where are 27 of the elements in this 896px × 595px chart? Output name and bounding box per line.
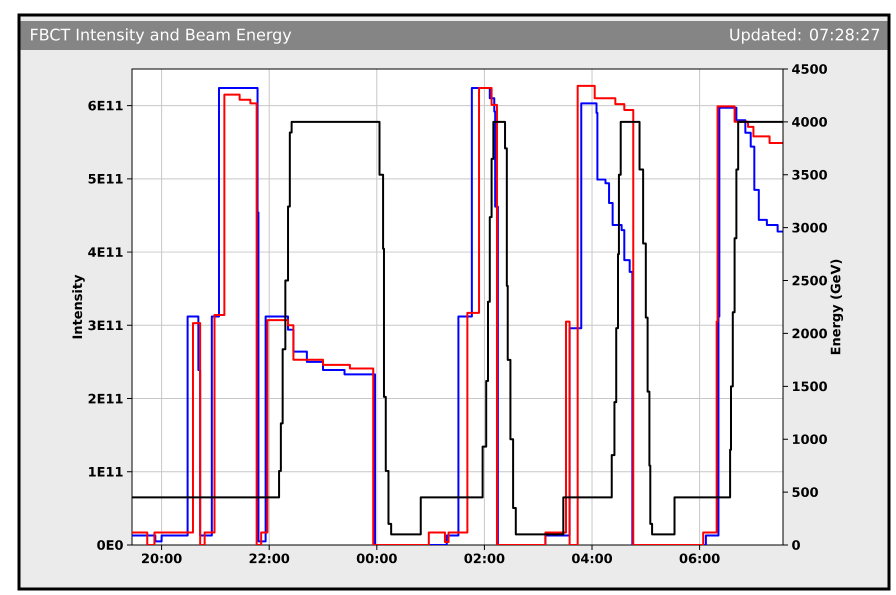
y2-tick-label: 3000	[792, 222, 827, 233]
y-tick-label: 4E11	[88, 247, 123, 257]
y-tick-label: 1E11	[89, 467, 123, 476]
y2-tick-label: 0	[792, 540, 800, 550]
y-tick-label: 0E0	[97, 540, 123, 550]
x-tick-label: 06:00	[680, 554, 720, 564]
x-tick-label: 02:00	[464, 554, 504, 564]
y-tick-label: 3E11	[88, 320, 123, 330]
y-tick-label: 2E11	[88, 394, 123, 404]
x-tick-label: 00:00	[356, 554, 397, 564]
y2-tick-label: 1500	[793, 381, 827, 392]
text: Updated: 07:28:27	[730, 28, 880, 44]
y2-tick-label: 1000	[793, 434, 827, 444]
y-tick-label: 5E11	[88, 174, 123, 184]
y2-tick-label: 500	[792, 487, 818, 497]
chart-title: FBCT Intensity and Beam Energy	[31, 28, 292, 44]
y2-tick-label: 2500	[792, 276, 827, 286]
y2-tick-label: 4000	[792, 116, 827, 127]
x-tick-label: 22:00	[250, 554, 290, 564]
y-tick-label: 6E11	[88, 100, 123, 110]
y2-tick-label: 3500	[792, 170, 827, 180]
y-axis-title: Intensity	[72, 274, 85, 338]
y2-tick-label: 2000	[792, 328, 827, 338]
x-tick-label: 04:00	[572, 554, 612, 564]
y2-tick-label: 4500	[792, 64, 827, 74]
y2-axis-title: Energy (GeV)	[830, 260, 844, 354]
x-tick-label: 20:00	[142, 554, 182, 564]
